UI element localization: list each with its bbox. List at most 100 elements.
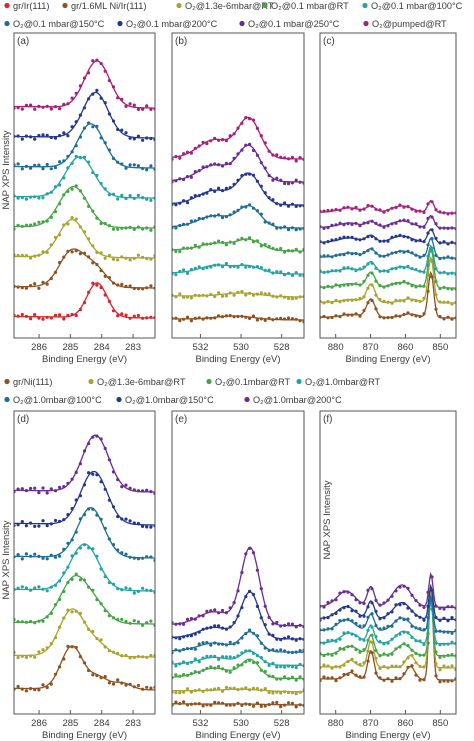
data-point <box>149 315 153 319</box>
data-point <box>279 638 283 642</box>
data-point <box>251 704 256 708</box>
data-point <box>197 216 201 221</box>
fit-line <box>14 645 155 691</box>
data-point <box>366 221 370 225</box>
data-point <box>107 299 111 303</box>
data-point <box>74 551 78 555</box>
data-point <box>193 632 197 636</box>
data-point <box>294 692 298 696</box>
data-point <box>49 107 53 111</box>
data-point <box>120 588 124 592</box>
data-point <box>298 156 302 160</box>
data-point <box>334 253 338 257</box>
data-point <box>244 702 248 706</box>
data-point <box>217 186 221 190</box>
data-point <box>174 179 178 183</box>
data-point <box>279 648 283 652</box>
data-point <box>442 664 446 668</box>
data-point <box>410 267 414 271</box>
data-point <box>398 616 402 620</box>
data-point <box>406 631 410 635</box>
data-point <box>283 317 287 321</box>
x-tick-label: 532 <box>193 342 209 353</box>
data-point <box>326 664 330 668</box>
data-point <box>99 136 103 140</box>
data-point <box>209 609 213 613</box>
data-point <box>358 283 362 287</box>
data-point <box>334 611 338 616</box>
data-point <box>149 198 153 202</box>
data-point <box>271 674 275 679</box>
data-point <box>111 85 116 89</box>
data-point <box>20 224 24 228</box>
data-point <box>205 703 209 707</box>
data-point <box>20 520 24 524</box>
data-point <box>386 224 390 228</box>
data-point <box>386 653 390 657</box>
data-point <box>283 649 287 653</box>
data-point <box>294 296 298 300</box>
data-point <box>378 254 382 258</box>
data-point <box>205 294 209 298</box>
data-point <box>378 640 382 644</box>
data-point <box>402 266 406 270</box>
panel-c: 880 870 860 850(c)Binding Energy (eV) <box>319 32 457 365</box>
data-point <box>350 609 354 613</box>
data-point <box>33 254 37 258</box>
data-point <box>438 257 442 261</box>
data-point <box>279 155 283 159</box>
data-point <box>33 655 37 659</box>
data-point <box>185 175 190 179</box>
data-point <box>322 209 326 213</box>
data-point <box>434 307 438 311</box>
data-point <box>37 253 41 257</box>
data-point <box>294 247 298 251</box>
data-point <box>53 603 58 607</box>
data-point <box>209 188 213 192</box>
data-point <box>66 189 70 193</box>
legend-label: O₂@1.3e-6mbar@RT <box>185 1 274 11</box>
data-point <box>374 221 378 225</box>
data-point <box>107 224 111 228</box>
data-point <box>338 665 342 669</box>
data-point <box>438 618 442 623</box>
data-point <box>37 196 41 200</box>
fit-line <box>14 543 155 592</box>
data-point <box>362 295 366 299</box>
data-point <box>362 250 366 255</box>
data-point <box>70 161 74 165</box>
x-axis-label: Binding Energy (eV) <box>42 354 127 365</box>
data-point <box>248 265 252 269</box>
panel-label: (e) <box>175 414 187 425</box>
data-point <box>450 679 454 683</box>
data-point <box>53 185 58 189</box>
data-point <box>346 298 350 302</box>
data-point <box>41 556 45 560</box>
legend-marker <box>176 2 182 9</box>
x-tick-label: 860 <box>398 718 414 729</box>
data-point <box>263 318 267 322</box>
data-point <box>362 237 366 241</box>
data-point <box>418 284 422 288</box>
data-point <box>326 300 330 304</box>
data-point <box>366 262 370 266</box>
data-point <box>342 312 346 316</box>
data-point <box>414 626 418 630</box>
data-point <box>350 593 354 597</box>
data-point <box>358 238 362 242</box>
data-point <box>136 521 140 526</box>
data-point <box>370 219 374 223</box>
data-point <box>136 654 140 659</box>
data-point <box>398 603 402 607</box>
data-point <box>124 586 128 590</box>
data-point <box>406 586 410 590</box>
data-point <box>378 297 382 302</box>
data-point <box>406 264 410 268</box>
data-point <box>334 639 338 643</box>
data-point <box>442 211 446 215</box>
data-point <box>174 295 178 299</box>
data-point <box>87 237 91 241</box>
data-point <box>378 666 382 671</box>
data-point <box>213 241 217 245</box>
data-point <box>82 155 87 159</box>
